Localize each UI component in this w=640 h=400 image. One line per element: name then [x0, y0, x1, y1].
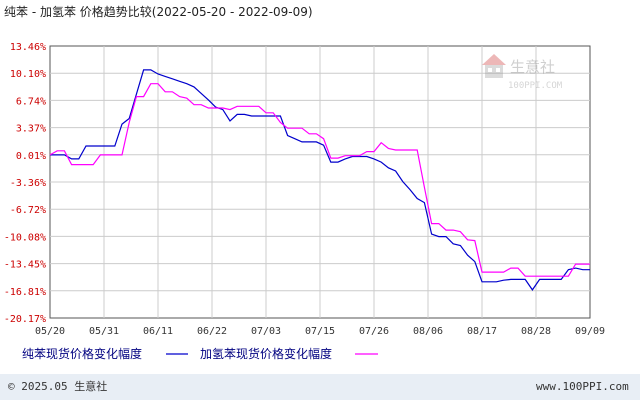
series-line-1: [50, 69, 590, 291]
x-tick-label: 06/22: [197, 326, 227, 337]
series-lines: [49, 69, 590, 291]
x-tick-label: 05/31: [89, 326, 119, 337]
y-axis-tick-labels: 13.46% 10.10% 6.74% 3.37% 0.01% -3.36% -6.72% -…: [4, 42, 46, 325]
y-tick-label: -3.36%: [10, 178, 46, 189]
y-tick-label: -16.81%: [4, 287, 46, 298]
grid-lines: [50, 46, 590, 318]
x-tick-label: 08/17: [467, 326, 497, 337]
y-tick-label: 6.74%: [16, 96, 46, 107]
x-tick-label: 07/15: [305, 326, 335, 337]
watermark-brand: 生意社: [510, 58, 555, 76]
legend-label-series-2: 加氢苯现货价格变化幅度: [200, 346, 332, 361]
y-tick-label: -20.17%: [4, 314, 46, 325]
y-tick-label: 3.37%: [16, 124, 46, 135]
footer-bar: [0, 374, 640, 400]
y-tick-label: 10.10%: [10, 69, 46, 80]
footer-site[interactable]: www.100PPI.com: [536, 380, 629, 393]
house-icon: [482, 54, 506, 78]
legend: 纯苯现货价格变化幅度 加氢苯现货价格变化幅度: [22, 346, 378, 361]
x-tick-label: 06/11: [143, 326, 173, 337]
x-tick-label: 08/28: [521, 326, 551, 337]
x-tick-label: 08/06: [413, 326, 443, 337]
x-tick-label: 07/03: [251, 326, 281, 337]
x-tick-label: 07/26: [359, 326, 389, 337]
x-tick-label: 05/20: [35, 326, 65, 337]
watermark-url: 100PPI.COM: [508, 81, 563, 91]
series-line-2: [49, 83, 590, 277]
y-tick-label: 13.46%: [10, 42, 46, 53]
legend-label-series-1: 纯苯现货价格变化幅度: [22, 346, 142, 361]
y-tick-label: -6.72%: [10, 205, 46, 216]
x-axis-tick-labels: 05/20 05/31 06/11 06/22 07/03 07/15 07/26 08/06…: [35, 326, 605, 337]
y-tick-label: -13.45%: [4, 260, 46, 271]
watermark-logo: 生意社 100PPI.COM: [482, 54, 563, 91]
y-tick-label: 0.01%: [16, 151, 46, 162]
y-tick-label: -10.08%: [4, 232, 46, 243]
footer-copyright: © 2025.05 生意社: [8, 379, 107, 393]
chart-title: 纯苯 - 加氢苯 价格趋势比较(2022-05-20 - 2022-09-09): [4, 4, 313, 19]
x-tick-label: 09/09: [575, 326, 605, 337]
